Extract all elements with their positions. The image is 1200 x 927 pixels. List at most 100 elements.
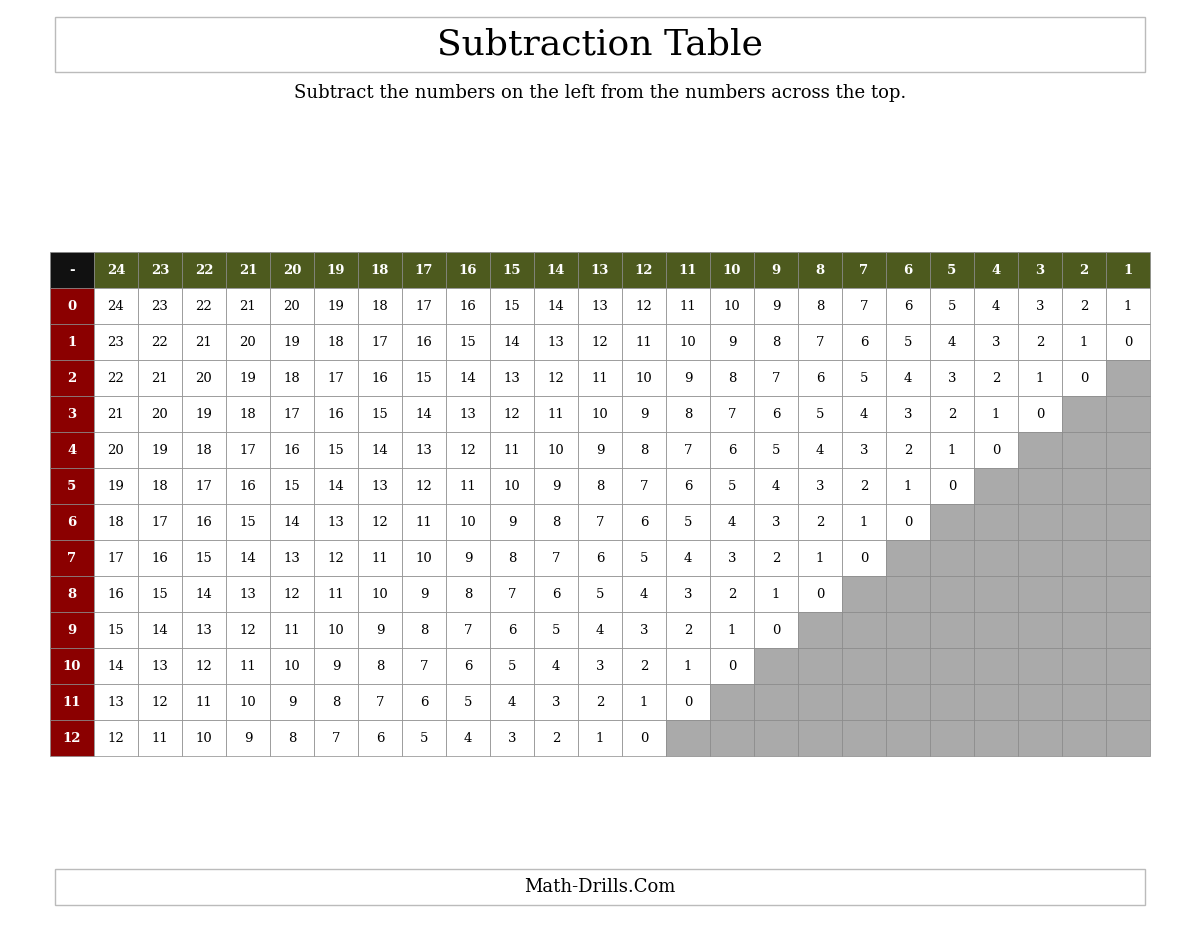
Bar (886, 576, 930, 612)
Text: 17: 17 (240, 443, 257, 456)
Text: 2: 2 (552, 731, 560, 744)
Bar (842, 288, 886, 324)
Bar (314, 360, 358, 396)
Bar (270, 288, 314, 324)
Text: 22: 22 (151, 336, 168, 349)
Bar (534, 360, 578, 396)
Bar (710, 396, 754, 432)
Bar (534, 324, 578, 360)
Bar (314, 684, 358, 720)
Bar (578, 252, 622, 288)
Text: 11: 11 (415, 515, 432, 528)
Bar (402, 540, 446, 576)
Bar (270, 576, 314, 612)
Text: 8: 8 (508, 552, 516, 565)
Bar (974, 648, 1018, 684)
Text: 11: 11 (151, 731, 168, 744)
Text: 16: 16 (328, 408, 344, 421)
Bar (710, 648, 754, 684)
Bar (138, 540, 182, 576)
Text: 10: 10 (679, 336, 696, 349)
Bar (622, 324, 666, 360)
Text: 17: 17 (415, 263, 433, 276)
Bar (842, 720, 886, 756)
Text: 6: 6 (859, 336, 869, 349)
Bar (622, 288, 666, 324)
Bar (358, 360, 402, 396)
Bar (50, 720, 94, 756)
Bar (138, 504, 182, 540)
Text: 16: 16 (415, 336, 432, 349)
Bar (578, 360, 622, 396)
Bar (402, 684, 446, 720)
Bar (446, 396, 490, 432)
Bar (402, 576, 446, 612)
Text: 1: 1 (596, 731, 604, 744)
Bar (974, 324, 1018, 360)
Text: 10: 10 (636, 372, 653, 385)
Bar (182, 504, 226, 540)
Text: 0: 0 (684, 695, 692, 708)
Bar (1106, 720, 1150, 756)
Bar (138, 720, 182, 756)
Text: 9: 9 (420, 588, 428, 601)
Text: 13: 13 (196, 624, 212, 637)
Bar (402, 396, 446, 432)
Text: 4: 4 (992, 299, 1000, 312)
Bar (55, 17, 1145, 72)
Bar (1018, 504, 1062, 540)
Text: 22: 22 (108, 372, 125, 385)
Bar (270, 360, 314, 396)
Bar (446, 360, 490, 396)
Text: 3: 3 (1036, 299, 1044, 312)
Text: 14: 14 (328, 479, 344, 492)
Bar (1106, 576, 1150, 612)
Text: 9: 9 (463, 552, 473, 565)
Bar (50, 684, 94, 720)
Bar (1062, 648, 1106, 684)
Bar (578, 504, 622, 540)
Bar (930, 504, 974, 540)
Text: 5: 5 (816, 408, 824, 421)
Text: 2: 2 (1036, 336, 1044, 349)
Text: 17: 17 (151, 515, 168, 528)
Text: 1: 1 (860, 515, 868, 528)
Text: 21: 21 (108, 408, 125, 421)
Bar (94, 540, 138, 576)
Bar (886, 540, 930, 576)
Text: 5: 5 (948, 299, 956, 312)
Text: 0: 0 (904, 515, 912, 528)
Bar (754, 252, 798, 288)
Bar (930, 324, 974, 360)
Bar (666, 684, 710, 720)
Text: 2: 2 (816, 515, 824, 528)
Text: 18: 18 (108, 515, 125, 528)
Bar (1018, 396, 1062, 432)
Text: 13: 13 (504, 372, 521, 385)
Text: 21: 21 (196, 336, 212, 349)
Bar (446, 540, 490, 576)
Text: 9: 9 (67, 624, 77, 637)
Bar (402, 252, 446, 288)
Text: 18: 18 (196, 443, 212, 456)
Text: 15: 15 (151, 588, 168, 601)
Text: 5: 5 (596, 588, 604, 601)
Bar (1062, 576, 1106, 612)
Bar (798, 252, 842, 288)
Bar (1106, 504, 1150, 540)
Bar (622, 468, 666, 504)
Bar (534, 504, 578, 540)
Bar (314, 288, 358, 324)
Text: 16: 16 (196, 515, 212, 528)
Text: 7: 7 (816, 336, 824, 349)
Bar (754, 648, 798, 684)
Text: 21: 21 (239, 263, 257, 276)
Bar (666, 252, 710, 288)
Bar (1106, 540, 1150, 576)
Bar (622, 648, 666, 684)
Text: 1: 1 (992, 408, 1000, 421)
Text: 3: 3 (684, 588, 692, 601)
Bar (534, 612, 578, 648)
Text: 0: 0 (772, 624, 780, 637)
Text: 19: 19 (283, 336, 300, 349)
